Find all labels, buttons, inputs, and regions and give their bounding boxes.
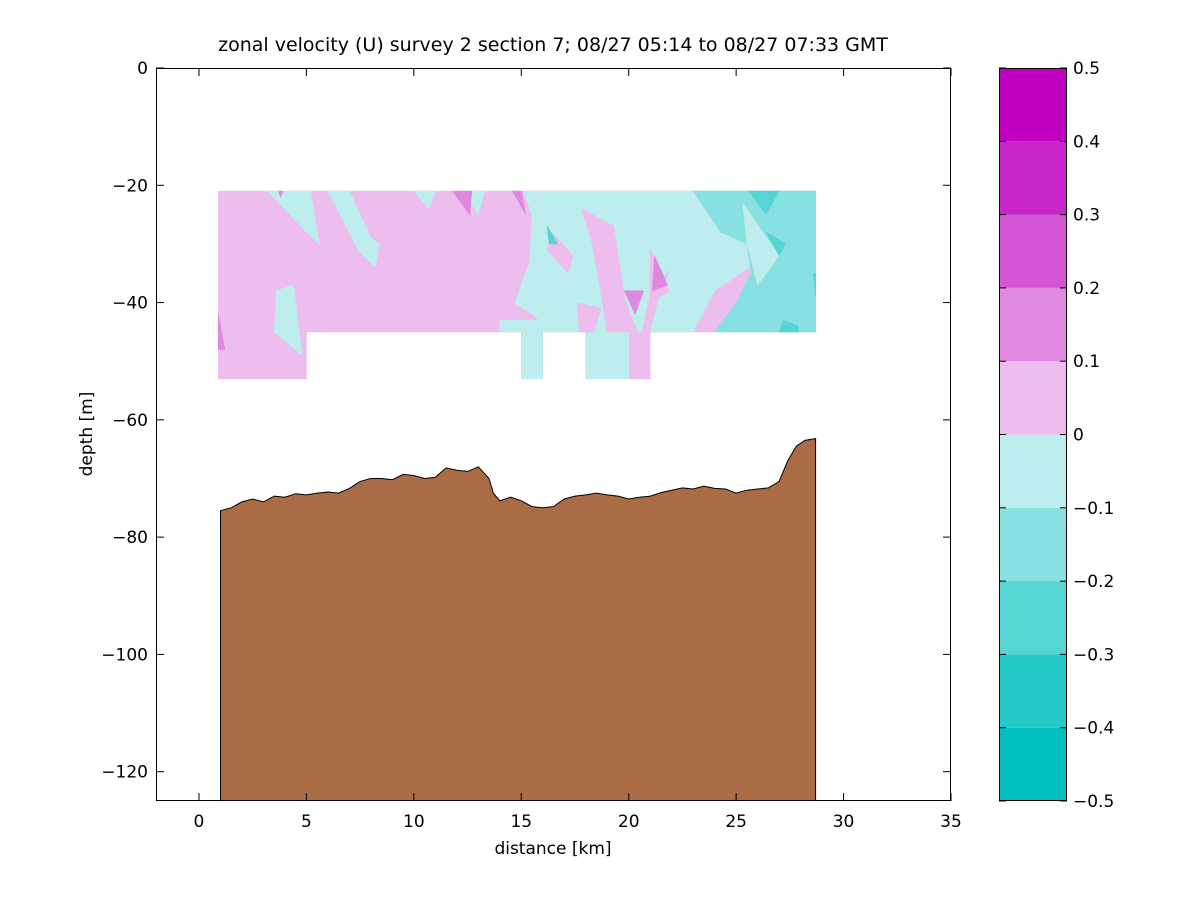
colorbar-tick-label: −0.1 xyxy=(1073,499,1114,519)
x-axis-label: distance [km] xyxy=(494,839,611,859)
y-axis-label: depth [m] xyxy=(77,392,97,477)
velocity-region xyxy=(585,331,630,380)
velocity-region xyxy=(778,319,799,333)
x-tick-label: 5 xyxy=(301,812,312,832)
y-tick-label: −100 xyxy=(101,645,148,665)
colorbar-tick-label: 0.5 xyxy=(1073,59,1100,79)
velocity-region xyxy=(623,290,645,316)
velocity-region xyxy=(512,190,526,215)
x-axis: 0 5 10 15 20 25 30 35 xyxy=(194,68,962,832)
velocity-region xyxy=(546,226,559,245)
colorbar-tick-label: 0.1 xyxy=(1073,352,1100,372)
x-tick-label: 30 xyxy=(833,812,855,832)
velocity-region xyxy=(273,284,303,357)
colorbar-tick-label: 0 xyxy=(1073,426,1084,446)
velocity-region xyxy=(765,231,787,257)
colorbar-tick-label: −0.5 xyxy=(1073,792,1114,812)
seafloor-bathymetry xyxy=(220,438,817,801)
velocity-contour-fills xyxy=(218,190,816,380)
y-tick-label: −120 xyxy=(101,763,148,783)
velocity-region xyxy=(499,319,555,333)
velocity-region xyxy=(413,190,436,210)
colorbar-swatch xyxy=(999,434,1067,508)
colorbar-swatch xyxy=(999,68,1067,142)
colorbar-tick-label: −0.2 xyxy=(1073,572,1114,592)
x-tick-label: 25 xyxy=(725,812,747,832)
x-tick-label: 20 xyxy=(618,812,640,832)
y-tick-label: −40 xyxy=(112,294,148,314)
plot-frame xyxy=(156,68,951,801)
y-tick-label: −60 xyxy=(112,411,148,431)
velocity-region xyxy=(357,231,380,269)
colorbar-swatch xyxy=(999,581,1067,655)
chart-title: zonal velocity (U) survey 2 section 7; 0… xyxy=(218,34,888,56)
colorbar-tick-label: 0.3 xyxy=(1073,206,1100,226)
velocity-region xyxy=(451,190,473,216)
velocity-region xyxy=(218,314,226,350)
y-tick-label: 0 xyxy=(137,59,148,79)
velocity-region xyxy=(580,208,638,333)
x-tick-label: 0 xyxy=(194,812,205,832)
velocity-region xyxy=(520,331,544,380)
velocity-region xyxy=(813,272,816,297)
y-axis: 0 −20 −40 −60 −80 −100 −120 xyxy=(101,59,951,783)
colorbar-swatch xyxy=(999,214,1067,288)
colorbar-swatch xyxy=(999,507,1067,582)
y-tick-label: −20 xyxy=(112,176,148,196)
colorbar-swatch xyxy=(999,361,1067,435)
velocity-region xyxy=(576,302,602,333)
x-tick-label: 15 xyxy=(510,812,532,832)
seafloor-layer xyxy=(220,438,817,801)
colorbar-tick-label: −0.4 xyxy=(1073,719,1114,739)
colorbar-tick-label: −0.3 xyxy=(1073,645,1114,665)
colorbar-swatch xyxy=(999,727,1067,801)
velocity-region xyxy=(651,255,668,292)
velocity-region xyxy=(748,190,780,216)
colorbar-swatch xyxy=(999,141,1067,215)
x-tick-label: 10 xyxy=(403,812,425,832)
y-tick-label: −80 xyxy=(112,528,148,548)
colorbar-swatch xyxy=(999,654,1067,728)
plot-area: 0 5 10 15 20 25 30 35 0 −20 −40 −60 −80 −100 −120 xyxy=(101,59,962,832)
colorbar: 0.5 0.4 0.3 0.2 0.1 0 −0.1 −0.2 −0.3 −0.4 −0.5 xyxy=(999,59,1114,812)
velocity-region xyxy=(742,202,780,286)
velocity-region xyxy=(267,190,320,245)
velocity-region xyxy=(278,190,284,198)
colorbar-tick-label: 0.2 xyxy=(1073,279,1100,299)
x-tick-label: 35 xyxy=(940,812,962,832)
colorbar-swatch xyxy=(999,287,1067,362)
colorbar-tick-label: 0.4 xyxy=(1073,132,1100,152)
